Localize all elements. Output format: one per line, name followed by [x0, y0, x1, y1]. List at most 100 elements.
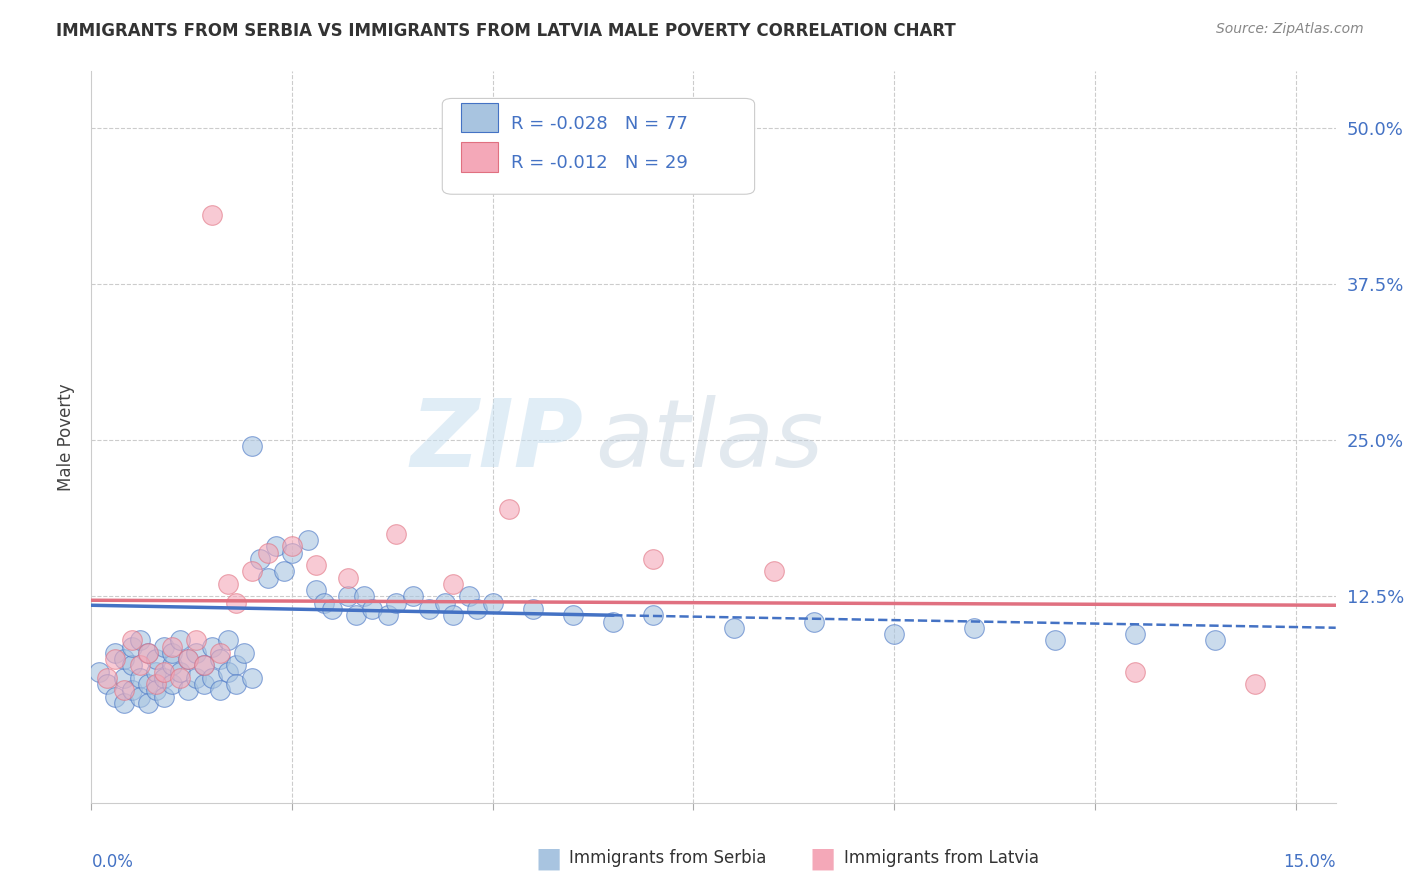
Text: ■: ■: [810, 844, 835, 872]
Point: [723, 621, 745, 635]
Point: [353, 590, 375, 604]
Point: [121, 633, 143, 648]
Point: [361, 602, 384, 616]
Point: [297, 533, 319, 548]
Point: [152, 671, 174, 685]
Point: [401, 590, 423, 604]
Point: [177, 683, 200, 698]
Point: [136, 696, 159, 710]
Point: [883, 627, 905, 641]
Point: [1123, 665, 1146, 679]
Point: [184, 671, 207, 685]
Point: [128, 690, 150, 704]
Point: [643, 608, 665, 623]
Point: [104, 646, 127, 660]
Point: [169, 671, 191, 685]
Point: [1244, 677, 1267, 691]
Point: [305, 583, 328, 598]
Point: [169, 633, 191, 648]
Point: [433, 596, 456, 610]
Point: [522, 602, 544, 616]
Point: [208, 652, 231, 666]
FancyBboxPatch shape: [461, 143, 498, 171]
Point: [344, 608, 367, 623]
Point: [128, 633, 150, 648]
Text: IMMIGRANTS FROM SERBIA VS IMMIGRANTS FROM LATVIA MALE POVERTY CORRELATION CHART: IMMIGRANTS FROM SERBIA VS IMMIGRANTS FRO…: [56, 22, 956, 40]
Point: [337, 590, 360, 604]
Point: [1043, 633, 1066, 648]
Point: [441, 608, 464, 623]
Point: [152, 690, 174, 704]
Point: [193, 658, 215, 673]
Point: [208, 683, 231, 698]
Point: [240, 671, 263, 685]
Point: [217, 577, 239, 591]
Point: [643, 552, 665, 566]
Point: [121, 683, 143, 698]
Point: [602, 615, 624, 629]
Point: [201, 208, 224, 222]
Point: [249, 552, 271, 566]
Point: [377, 608, 399, 623]
Point: [232, 646, 254, 660]
Point: [562, 608, 585, 623]
Point: [160, 658, 183, 673]
Point: [201, 671, 224, 685]
Point: [217, 633, 239, 648]
FancyBboxPatch shape: [443, 98, 755, 194]
Text: R = -0.012   N = 29: R = -0.012 N = 29: [510, 154, 688, 172]
Point: [96, 671, 118, 685]
Point: [314, 596, 336, 610]
Text: 0.0%: 0.0%: [91, 853, 134, 871]
Point: [281, 546, 304, 560]
Text: ■: ■: [536, 844, 561, 872]
Point: [152, 640, 174, 654]
Point: [217, 665, 239, 679]
Point: [385, 596, 408, 610]
Point: [128, 658, 150, 673]
Point: [145, 665, 167, 679]
Point: [184, 633, 207, 648]
Point: [160, 640, 183, 654]
Point: [136, 646, 159, 660]
Point: [145, 677, 167, 691]
Point: [1204, 633, 1226, 648]
Point: [337, 571, 360, 585]
Point: [457, 590, 479, 604]
Point: [145, 683, 167, 698]
Point: [208, 646, 231, 660]
Point: [112, 696, 135, 710]
Point: [121, 658, 143, 673]
Point: [201, 640, 224, 654]
FancyBboxPatch shape: [461, 103, 498, 132]
Point: [257, 546, 280, 560]
Text: atlas: atlas: [595, 395, 824, 486]
Point: [184, 646, 207, 660]
Point: [481, 596, 503, 610]
Point: [257, 571, 280, 585]
Point: [305, 558, 328, 573]
Point: [762, 565, 785, 579]
Text: R = -0.028   N = 77: R = -0.028 N = 77: [510, 115, 688, 133]
Point: [160, 646, 183, 660]
Point: [193, 658, 215, 673]
Text: ZIP: ZIP: [411, 395, 583, 487]
Point: [963, 621, 986, 635]
Point: [321, 602, 343, 616]
Point: [89, 665, 111, 679]
Point: [112, 671, 135, 685]
Point: [145, 652, 167, 666]
Point: [193, 677, 215, 691]
Point: [121, 640, 143, 654]
Point: [96, 677, 118, 691]
Text: Immigrants from Latvia: Immigrants from Latvia: [844, 849, 1039, 867]
Point: [1123, 627, 1146, 641]
Point: [441, 577, 464, 591]
Point: [240, 440, 263, 454]
Point: [273, 565, 295, 579]
Text: Source: ZipAtlas.com: Source: ZipAtlas.com: [1216, 22, 1364, 37]
Point: [136, 646, 159, 660]
Text: Immigrants from Serbia: Immigrants from Serbia: [569, 849, 766, 867]
Point: [112, 652, 135, 666]
Point: [418, 602, 440, 616]
